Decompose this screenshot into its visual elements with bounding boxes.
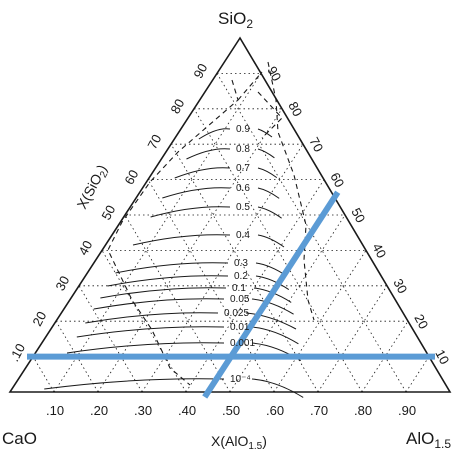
right-tick-label: 10 xyxy=(432,347,452,367)
right-tick-label: 30 xyxy=(390,276,410,296)
contour-label: 0.05 xyxy=(230,294,250,305)
contour-line xyxy=(150,206,231,218)
right-tick-label: 80 xyxy=(285,99,305,119)
left-tick-label: 30 xyxy=(52,273,72,293)
contour-line xyxy=(186,148,231,160)
left-tick-label: 80 xyxy=(167,96,187,116)
highlight-lines xyxy=(27,190,435,399)
vertex-label-sio2: SiO2 xyxy=(218,9,253,31)
left-tick-label: .10 xyxy=(6,341,28,364)
contour-label: 0.8 xyxy=(236,144,250,155)
grid-line xyxy=(193,108,363,393)
contour-line xyxy=(257,187,280,199)
bottom-tick-label: .70 xyxy=(310,403,328,418)
contour-line xyxy=(251,378,304,398)
contour-line xyxy=(44,378,225,390)
bottom-tick-label: .60 xyxy=(266,403,284,418)
contour-label: 0.3 xyxy=(234,258,248,269)
contour-label: 0.9 xyxy=(236,124,250,135)
grid-line xyxy=(170,143,319,393)
grid-lines xyxy=(32,73,430,393)
bottom-tick-label: .10 xyxy=(46,403,64,418)
contour-labels: 0.9 0.8 0.7 0.6 0.5 0.4 0.3 0.20.10.05 0.025 0.01… xyxy=(224,124,255,385)
contour-line xyxy=(251,326,299,345)
tick-labels: .10.20.30.40.50.60.70.80.90.102030405060… xyxy=(6,61,452,418)
contour-label: 0.6 xyxy=(236,183,250,194)
right-tick-label: 20 xyxy=(411,312,431,332)
right-tick-label: 70 xyxy=(306,135,326,155)
vertex-label-alo15: AlO1.5 xyxy=(406,429,451,450)
contour-label: 0.4 xyxy=(236,230,250,241)
contour-line xyxy=(257,206,282,219)
contour-line xyxy=(257,148,275,159)
contour-lines xyxy=(44,128,304,398)
dashed-boundary xyxy=(267,61,315,321)
contour-line xyxy=(93,298,225,310)
contour-label: 0.001 xyxy=(230,338,255,349)
grid-line xyxy=(405,356,430,393)
contour-label: 0.2 xyxy=(234,271,248,282)
contour-label: 10⁻⁴ xyxy=(230,374,251,385)
bottom-tick-label: .50 xyxy=(222,403,240,418)
contour-line xyxy=(255,275,290,291)
contour-line xyxy=(107,275,229,287)
grid-line xyxy=(32,356,55,393)
right-tick-label: 90 xyxy=(264,64,284,84)
grid-line xyxy=(229,214,346,393)
contour-line xyxy=(85,312,219,324)
left-tick-label: 70 xyxy=(144,132,164,152)
vertex-label-cao: CaO xyxy=(2,429,37,448)
contour-line xyxy=(257,234,285,248)
left-tick-label: 90 xyxy=(190,61,210,81)
bottom-tick-label: .30 xyxy=(134,403,152,418)
left-tick-label: 60 xyxy=(121,167,141,187)
contour-line xyxy=(245,312,297,330)
triangle-outline xyxy=(8,36,452,393)
dashed-boundary xyxy=(107,79,239,386)
grid-line xyxy=(273,250,367,393)
contour-line xyxy=(100,287,227,299)
contour-line xyxy=(115,262,229,274)
bottom-tick-label: .90 xyxy=(398,403,416,418)
bottom-tick-label: .40 xyxy=(178,403,196,418)
grid-line xyxy=(53,73,262,393)
contour-label: 0.1 xyxy=(232,283,246,294)
contour-line xyxy=(251,298,294,315)
grid-line xyxy=(361,320,409,393)
axis-title-bottom: X(AlO1.5) xyxy=(211,433,267,450)
dashed-boundary xyxy=(257,91,283,139)
grid-line xyxy=(317,285,388,393)
grid-line xyxy=(185,179,325,393)
contour-line xyxy=(132,234,231,246)
contour-label: 0.7 xyxy=(236,163,250,174)
contour-line xyxy=(162,187,231,199)
contour-line xyxy=(174,167,231,179)
dashed-boundary xyxy=(237,71,263,101)
right-tick-label: 40 xyxy=(369,241,389,261)
left-tick-label: 20 xyxy=(29,309,49,329)
bottom-tick-label: .20 xyxy=(90,403,108,418)
right-tick-label: 50 xyxy=(348,205,368,225)
contour-line xyxy=(66,342,225,354)
contour-label: 0.5 xyxy=(236,202,250,213)
left-tick-label: 40 xyxy=(75,238,95,258)
contour-line xyxy=(76,326,225,338)
dashed-boundaries xyxy=(107,61,315,386)
contour-line xyxy=(198,128,231,140)
left-tick-label: 50 xyxy=(98,203,118,223)
grid-line xyxy=(101,250,187,393)
grid-line xyxy=(124,214,231,393)
right-tick-label: 60 xyxy=(327,170,347,190)
contour-label: 0.025 xyxy=(224,308,249,319)
bottom-tick-label: .80 xyxy=(354,403,372,418)
contour-label: 0.01 xyxy=(230,322,250,333)
highlight-line-diagonal xyxy=(202,190,341,399)
contour-line xyxy=(257,128,273,138)
contour-line xyxy=(257,167,278,179)
